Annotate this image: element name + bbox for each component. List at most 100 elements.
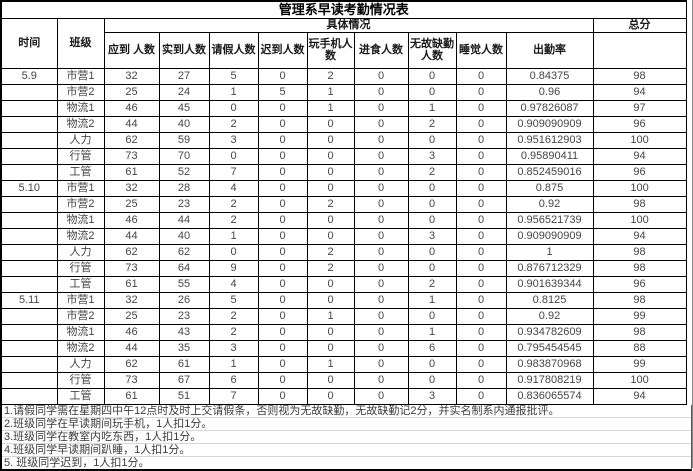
note-line-2[interactable]: 2.班级同学在早读期间玩手机，1人扣1分。 [2, 418, 691, 431]
leave-count-cell[interactable]: 0 [208, 99, 259, 117]
date-cell[interactable] [0, 211, 58, 229]
total-score-cell[interactable]: 98 [592, 259, 687, 277]
class-cell[interactable]: 物流1 [56, 323, 105, 341]
attendance-rate-cell[interactable]: 0.951612903 [505, 131, 594, 149]
absent-count-cell[interactable]: 3 [407, 147, 457, 165]
expected-count-cell[interactable]: 44 [103, 115, 160, 133]
leave-count-cell[interactable]: 3 [208, 339, 259, 357]
late-count-cell[interactable]: 0 [257, 67, 308, 85]
eating-count-cell[interactable]: 0 [353, 211, 409, 229]
absent-count-cell[interactable]: 2 [407, 163, 457, 181]
absent-count-cell[interactable]: 3 [407, 387, 457, 405]
late-count-cell[interactable]: 0 [257, 99, 308, 117]
phone-count-cell[interactable]: 0 [306, 163, 355, 181]
total-score-cell[interactable]: 100 [592, 211, 687, 229]
absent-count-cell[interactable]: 0 [407, 83, 457, 101]
total-score-cell[interactable]: 99 [592, 355, 687, 373]
total-score-cell[interactable]: 94 [592, 147, 687, 165]
late-count-cell[interactable]: 0 [257, 339, 308, 357]
absent-count-cell[interactable]: 2 [407, 275, 457, 293]
leave-count-cell[interactable]: 2 [208, 115, 259, 133]
phone-count-cell[interactable]: 1 [306, 355, 355, 373]
sleeping-count-cell[interactable]: 0 [455, 99, 507, 117]
total-score-cell[interactable]: 96 [592, 115, 687, 133]
late-count-cell[interactable]: 0 [257, 307, 308, 325]
phone-count-cell[interactable]: 0 [306, 227, 355, 245]
date-cell[interactable] [0, 163, 58, 181]
expected-count-header[interactable]: 应到 人数 [103, 31, 160, 69]
sleeping-count-cell[interactable]: 0 [455, 323, 507, 341]
actual-count-cell[interactable]: 51 [158, 387, 210, 405]
eating-count-cell[interactable]: 0 [353, 227, 409, 245]
attendance-rate-cell[interactable]: 0.92 [505, 195, 594, 213]
expected-count-cell[interactable]: 61 [103, 387, 160, 405]
phone-count-cell[interactable]: 0 [306, 211, 355, 229]
late-count-cell[interactable]: 0 [257, 371, 308, 389]
attendance-rate-cell[interactable]: 0.84375 [505, 67, 594, 85]
eating-count-header[interactable]: 进食人数 [353, 31, 409, 69]
class-cell[interactable]: 市营1 [56, 179, 105, 197]
attendance-rate-cell[interactable]: 0.97826087 [505, 99, 594, 117]
phone-count-cell[interactable]: 0 [306, 387, 355, 405]
expected-count-cell[interactable]: 73 [103, 371, 160, 389]
date-cell[interactable] [0, 227, 58, 245]
phone-count-cell[interactable]: 0 [306, 291, 355, 309]
expected-count-cell[interactable]: 46 [103, 99, 160, 117]
late-count-cell[interactable]: 0 [257, 291, 308, 309]
note-line-3[interactable]: 3.班级同学在教室内吃东西，1人扣1分。 [2, 431, 691, 444]
phone-count-cell[interactable]: 0 [306, 147, 355, 165]
class-cell[interactable]: 人力 [56, 131, 105, 149]
date-cell[interactable] [0, 259, 58, 277]
phone-count-cell[interactable]: 1 [306, 83, 355, 101]
sleeping-count-cell[interactable]: 0 [455, 307, 507, 325]
phone-count-header[interactable]: 玩手机人数 [306, 31, 355, 69]
total-score-cell[interactable]: 98 [592, 291, 687, 309]
sleeping-count-cell[interactable]: 0 [455, 83, 507, 101]
absent-count-cell[interactable]: 0 [407, 195, 457, 213]
attendance-rate-cell[interactable]: 0.836065574 [505, 387, 594, 405]
total-score-cell[interactable]: 94 [592, 83, 687, 101]
page-title[interactable]: 管理系早读考勤情况表 [0, 0, 687, 19]
date-cell[interactable] [0, 339, 58, 357]
eating-count-cell[interactable]: 0 [353, 99, 409, 117]
phone-count-cell[interactable]: 0 [306, 323, 355, 341]
date-cell[interactable]: 5.10 [0, 179, 58, 197]
late-count-cell[interactable]: 0 [257, 243, 308, 261]
absent-count-cell[interactable]: 0 [407, 259, 457, 277]
date-cell[interactable]: 5.9 [0, 67, 58, 85]
actual-count-cell[interactable]: 35 [158, 339, 210, 357]
absent-count-cell[interactable]: 6 [407, 339, 457, 357]
expected-count-cell[interactable]: 62 [103, 355, 160, 373]
eating-count-cell[interactable]: 0 [353, 67, 409, 85]
absent-count-header[interactable]: 无故缺勤人数 [407, 31, 457, 69]
actual-count-cell[interactable]: 23 [158, 307, 210, 325]
expected-count-cell[interactable]: 25 [103, 195, 160, 213]
sleeping-count-cell[interactable]: 0 [455, 211, 507, 229]
date-cell[interactable] [0, 147, 58, 165]
late-count-cell[interactable]: 0 [257, 355, 308, 373]
absent-count-cell[interactable]: 0 [407, 307, 457, 325]
class-cell[interactable]: 市营2 [56, 83, 105, 101]
total-score-cell[interactable]: 98 [592, 243, 687, 261]
expected-count-cell[interactable]: 32 [103, 67, 160, 85]
late-count-header[interactable]: 迟到人数 [257, 31, 308, 69]
class-cell[interactable]: 人力 [56, 355, 105, 373]
class-cell[interactable]: 行管 [56, 147, 105, 165]
actual-count-cell[interactable]: 52 [158, 163, 210, 181]
actual-count-cell[interactable]: 45 [158, 99, 210, 117]
total-score-cell[interactable]: 100 [592, 131, 687, 149]
leave-count-cell[interactable]: 0 [208, 147, 259, 165]
sleeping-count-cell[interactable]: 0 [455, 147, 507, 165]
class-cell[interactable]: 物流2 [56, 339, 105, 357]
time-column-header[interactable]: 时间 [0, 17, 58, 69]
sleeping-count-cell[interactable]: 0 [455, 387, 507, 405]
attendance-rate-cell[interactable]: 0.983870968 [505, 355, 594, 373]
date-cell[interactable] [0, 323, 58, 341]
date-cell[interactable] [0, 131, 58, 149]
total-score-cell[interactable]: 98 [592, 323, 687, 341]
late-count-cell[interactable]: 0 [257, 227, 308, 245]
note-line-5[interactable]: 5. 班级同学迟到，1人扣1分。 [4, 456, 150, 469]
attendance-rate-cell[interactable]: 0.934782609 [505, 323, 594, 341]
absent-count-cell[interactable]: 1 [407, 291, 457, 309]
total-score-cell[interactable]: 88 [592, 339, 687, 357]
